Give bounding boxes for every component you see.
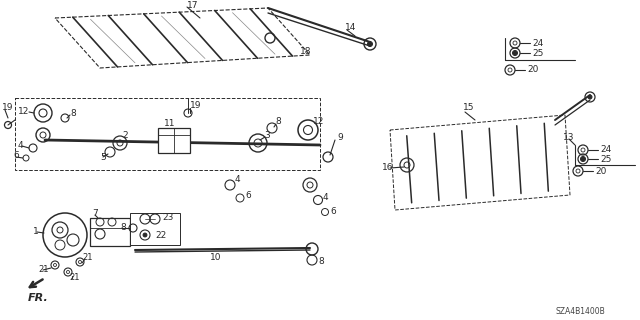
Text: 13: 13	[563, 132, 575, 141]
Text: 11: 11	[164, 119, 175, 129]
Circle shape	[588, 95, 592, 99]
Text: 18: 18	[300, 47, 312, 57]
Text: 1: 1	[33, 228, 39, 236]
Text: 5: 5	[100, 154, 106, 163]
Text: 14: 14	[345, 23, 356, 33]
Circle shape	[580, 156, 586, 162]
Text: 22: 22	[155, 230, 166, 239]
Text: 4: 4	[235, 175, 241, 185]
Text: SZA4B1400B: SZA4B1400B	[555, 308, 605, 316]
Text: 20: 20	[527, 66, 538, 75]
Text: 23: 23	[162, 213, 173, 222]
Text: 6: 6	[13, 151, 19, 161]
Text: 8: 8	[120, 222, 125, 231]
Text: 8: 8	[275, 117, 281, 126]
Text: 12: 12	[18, 108, 29, 116]
Text: 9: 9	[337, 133, 343, 142]
Text: 4: 4	[18, 140, 24, 149]
Text: 2: 2	[122, 131, 127, 140]
Text: 7: 7	[92, 209, 98, 218]
Text: 21: 21	[69, 274, 79, 283]
Text: 19: 19	[190, 101, 202, 110]
Text: 25: 25	[600, 155, 611, 164]
Text: 19: 19	[2, 103, 13, 113]
Text: 12: 12	[313, 117, 324, 126]
Bar	[158, 128, 190, 153]
Text: 24: 24	[600, 146, 611, 155]
Text: 17: 17	[187, 1, 198, 10]
Text: 6: 6	[245, 190, 251, 199]
Text: 3: 3	[264, 131, 269, 140]
Text: 16: 16	[382, 164, 394, 172]
Circle shape	[143, 233, 147, 237]
Circle shape	[513, 51, 518, 55]
Text: 21: 21	[38, 266, 49, 275]
Text: FR.: FR.	[28, 293, 49, 303]
Bar	[130, 213, 180, 245]
Text: 4: 4	[323, 194, 328, 203]
Text: 15: 15	[463, 103, 474, 113]
Bar	[90, 218, 130, 246]
Text: 10: 10	[210, 253, 221, 262]
Text: 24: 24	[532, 38, 543, 47]
Text: 21: 21	[82, 252, 93, 261]
Text: 8: 8	[70, 108, 76, 117]
Text: 8: 8	[318, 258, 324, 267]
Text: 25: 25	[532, 49, 543, 58]
Circle shape	[367, 42, 372, 46]
Text: 20: 20	[595, 166, 606, 175]
Text: 6: 6	[330, 206, 336, 215]
